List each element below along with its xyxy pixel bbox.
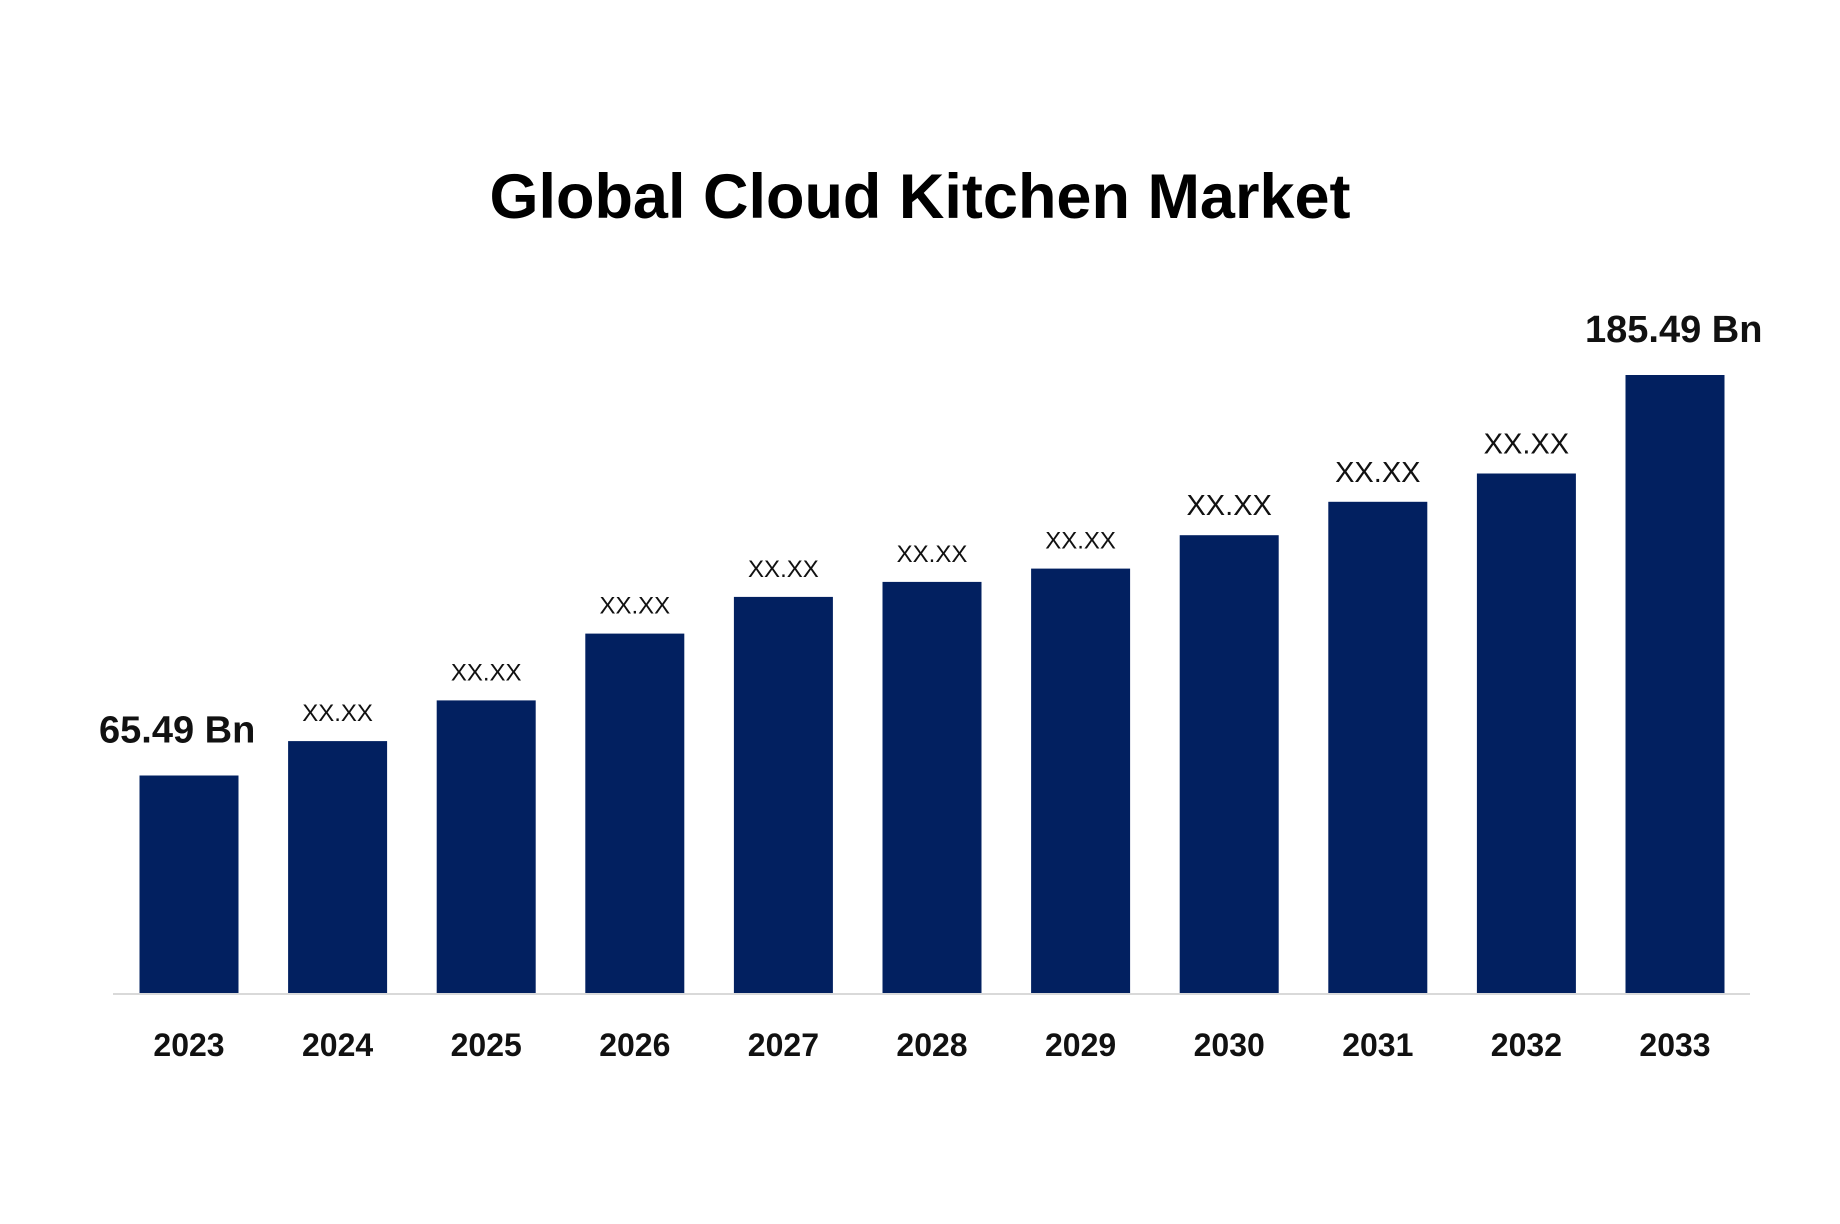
x-tick-label-2027: 2027: [748, 1027, 819, 1063]
bar-2023: [139, 775, 239, 994]
bar-2033: [1625, 375, 1725, 994]
x-tick-label-2024: 2024: [302, 1027, 373, 1063]
x-tick-label-2023: 2023: [153, 1027, 224, 1063]
x-tick-labels: 2023 2024 2025 2026 2027 2028 2029 2030 2031 2032…: [153, 1027, 1710, 1063]
bar-2027: [733, 596, 833, 994]
bar-2024: [288, 741, 388, 994]
data-label-2030: XX.XX: [1186, 490, 1271, 522]
data-label-2027: XX.XX: [748, 556, 819, 583]
data-label-2031: XX.XX: [1335, 457, 1420, 489]
data-label-2033: 185.49 Bn: [1585, 309, 1762, 351]
data-label-2026: XX.XX: [599, 593, 670, 620]
bar-2026: [585, 633, 685, 994]
bars-group: [139, 375, 1725, 994]
bar-2032: [1476, 473, 1576, 994]
chart-title: Global Cloud Kitchen Market: [489, 162, 1350, 232]
x-tick-label-2029: 2029: [1045, 1027, 1116, 1063]
bar-2025: [436, 700, 536, 994]
bar-2029: [1031, 568, 1131, 994]
data-labels: 65.49 Bn XX.XX XX.XX XX.XX XX.XX XX.XX XX.XX XX…: [99, 309, 1762, 752]
data-label-2023: 65.49 Bn: [99, 710, 255, 752]
data-label-2028: XX.XX: [897, 541, 968, 568]
x-tick-label-2026: 2026: [599, 1027, 670, 1063]
bar-2031: [1328, 501, 1428, 994]
data-label-2029: XX.XX: [1045, 528, 1116, 555]
data-label-2032: XX.XX: [1484, 429, 1569, 461]
x-tick-label-2031: 2031: [1342, 1027, 1413, 1063]
x-tick-label-2032: 2032: [1491, 1027, 1562, 1063]
x-tick-label-2028: 2028: [896, 1027, 967, 1063]
x-tick-label-2033: 2033: [1639, 1027, 1710, 1063]
bar-2028: [882, 581, 982, 994]
bar-2030: [1179, 535, 1279, 994]
x-tick-label-2030: 2030: [1194, 1027, 1265, 1063]
data-label-2024: XX.XX: [302, 700, 373, 727]
x-tick-label-2025: 2025: [451, 1027, 522, 1063]
data-label-2025: XX.XX: [451, 659, 522, 686]
